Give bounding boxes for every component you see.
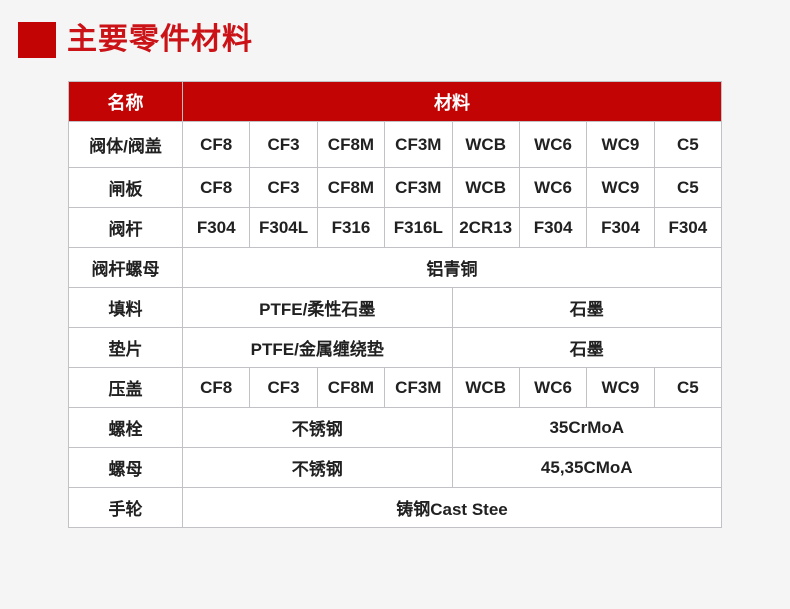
table-row: 垫片 PTFE/金属缠绕垫 石墨 — [68, 327, 722, 368]
material-cell: 石墨 — [451, 327, 722, 368]
material-cell: WCB — [451, 121, 520, 168]
material-cell: C5 — [653, 367, 723, 408]
material-cell: PTFE/金属缠绕垫 — [182, 327, 453, 368]
material-cell: 铸钢Cast Stee — [182, 487, 722, 528]
material-cell: CF8M — [316, 121, 386, 168]
material-cell: WC6 — [518, 367, 588, 408]
material-cell: 35CrMoA — [451, 407, 722, 448]
part-name-cell: 压盖 — [68, 367, 183, 408]
material-cell: CF3 — [249, 367, 318, 408]
material-cell: 石墨 — [451, 287, 722, 328]
table-row: 阀杆螺母 铝青铜 — [68, 247, 722, 288]
part-name-cell: 螺栓 — [68, 407, 183, 448]
material-cell: 45,35CMoA — [451, 447, 722, 488]
table-row: 螺母 不锈钢 45,35CMoA — [68, 447, 722, 488]
material-cell: 2CR13 — [451, 207, 520, 248]
material-cell: CF8M — [316, 367, 386, 408]
part-name-cell: 填料 — [68, 287, 183, 328]
material-cell: F316 — [316, 207, 386, 248]
material-cell: C5 — [653, 121, 723, 168]
part-name-cell: 螺母 — [68, 447, 183, 488]
table-header-row: 名称 材料 — [68, 81, 722, 122]
material-cell: CF3M — [384, 167, 453, 208]
material-cell: F304 — [586, 207, 655, 248]
part-name-cell: 阀体/阀盖 — [68, 121, 183, 168]
materials-table: 名称 材料 阀体/阀盖 CF8 CF3 CF8M CF3M WCB WC6 WC… — [68, 81, 723, 528]
material-cell: WC9 — [586, 167, 655, 208]
table-row: 阀体/阀盖 CF8 CF3 CF8M CF3M WCB WC6 WC9 C5 — [68, 121, 723, 168]
material-cell: F304 — [181, 207, 251, 248]
table-row: 压盖 CF8 CF3 CF8M CF3M WCB WC6 WC9 C5 — [68, 367, 723, 408]
material-cell: F304L — [249, 207, 318, 248]
material-cell: CF8 — [181, 367, 251, 408]
material-cell: CF3 — [249, 121, 318, 168]
material-cell: WC6 — [518, 121, 588, 168]
material-cell: PTFE/柔性石墨 — [182, 287, 453, 328]
table-row: 手轮 铸钢Cast Stee — [68, 487, 722, 528]
material-cell: WC6 — [518, 167, 588, 208]
material-cell: CF8 — [181, 121, 251, 168]
material-cell: 铝青铜 — [182, 247, 722, 288]
material-cell: WCB — [451, 167, 520, 208]
table-row: 阀杆 F304 F304L F316 F316L 2CR13 F304 F304… — [68, 207, 723, 248]
material-cell: CF3M — [384, 121, 453, 168]
material-cell: F304 — [518, 207, 588, 248]
material-cell: WC9 — [586, 367, 655, 408]
material-cell: CF3M — [384, 367, 453, 408]
table-row: 填料 PTFE/柔性石墨 石墨 — [68, 287, 722, 328]
part-name-cell: 垫片 — [68, 327, 183, 368]
material-cell: F304 — [653, 207, 723, 248]
material-cell: C5 — [653, 167, 723, 208]
part-name-cell: 阀杆 — [68, 207, 183, 248]
material-cell: CF8M — [316, 167, 386, 208]
part-name-cell: 阀杆螺母 — [68, 247, 183, 288]
material-column-header: 材料 — [182, 81, 722, 122]
table-row: 闸板 CF8 CF3 CF8M CF3M WCB WC6 WC9 C5 — [68, 167, 723, 208]
title-bullet-icon — [18, 22, 56, 58]
material-cell: 不锈钢 — [182, 447, 453, 488]
material-cell: CF8 — [181, 167, 251, 208]
name-column-header: 名称 — [68, 81, 183, 122]
material-cell: F316L — [384, 207, 453, 248]
table-row: 螺栓 不锈钢 35CrMoA — [68, 407, 722, 448]
material-cell: WCB — [451, 367, 520, 408]
part-name-cell: 闸板 — [68, 167, 183, 208]
material-cell: 不锈钢 — [182, 407, 453, 448]
page-title: 主要零件材料 — [67, 23, 253, 56]
part-name-cell: 手轮 — [68, 487, 183, 528]
material-cell: WC9 — [586, 121, 655, 168]
material-cell: CF3 — [249, 167, 318, 208]
